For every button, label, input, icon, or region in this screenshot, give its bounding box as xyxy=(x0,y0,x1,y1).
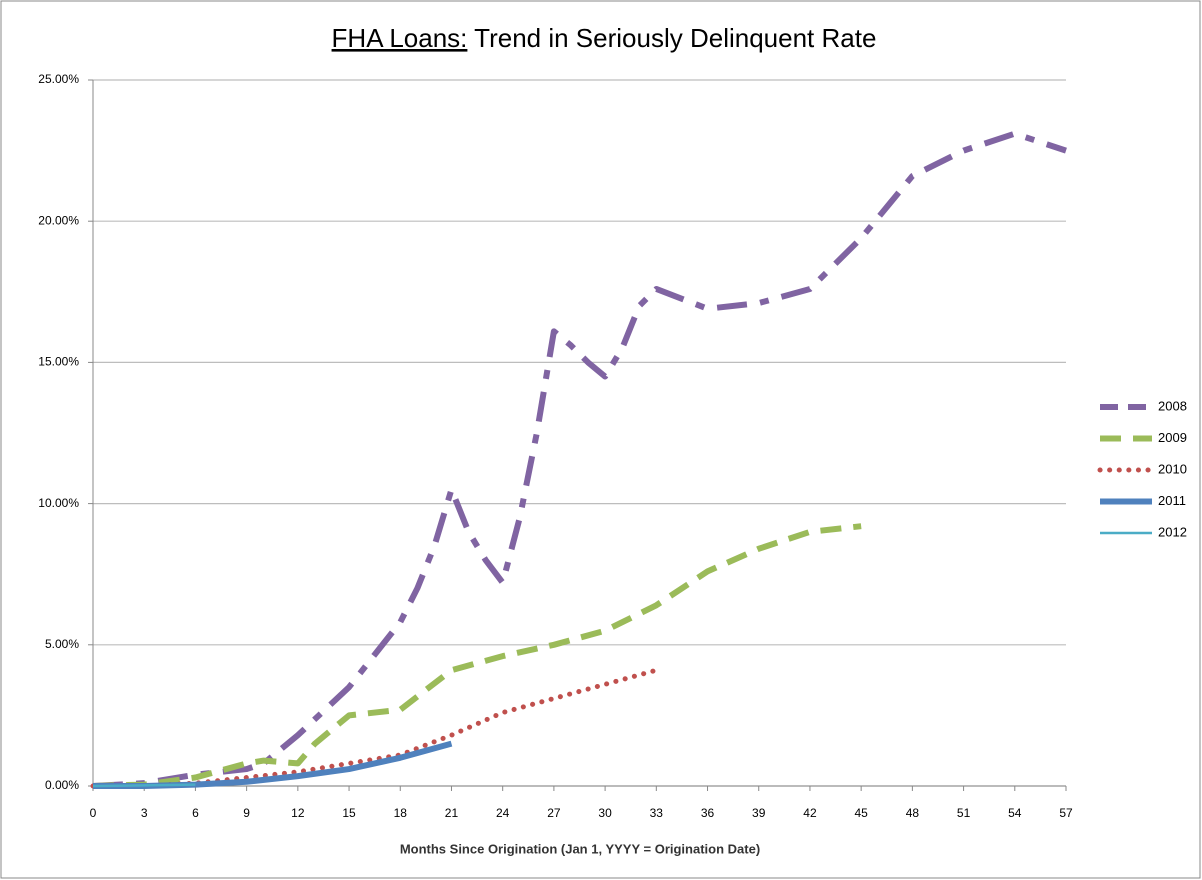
y-tick-label: 0.00% xyxy=(45,778,79,792)
x-tick-label: 54 xyxy=(1008,806,1022,820)
chart-title: FHA Loans: Trend in Seriously Delinquent… xyxy=(332,23,877,53)
x-tick-label: 51 xyxy=(957,806,971,820)
legend-label: 2010 xyxy=(1158,461,1187,476)
x-tick-label: 0 xyxy=(90,806,97,820)
x-axis-label: Months Since Origination (Jan 1, YYYY = … xyxy=(400,841,760,856)
x-tick-label: 57 xyxy=(1059,806,1073,820)
x-tick-label: 24 xyxy=(496,806,510,820)
y-tick-label: 10.00% xyxy=(38,496,79,510)
y-tick-label: 20.00% xyxy=(38,213,79,227)
x-tick-label: 27 xyxy=(547,806,561,820)
title-main: Trend in Seriously Delinquent Rate xyxy=(474,23,876,53)
x-tick-label: 3 xyxy=(141,806,148,820)
series-line xyxy=(92,783,196,788)
title-rest xyxy=(467,23,474,53)
x-tick-label: 30 xyxy=(598,806,612,820)
x-tick-label: 48 xyxy=(906,806,920,820)
x-tick-label: 6 xyxy=(192,806,199,820)
y-tick-label: 5.00% xyxy=(45,637,79,651)
x-tick-label: 12 xyxy=(291,806,305,820)
x-tick-label: 39 xyxy=(752,806,766,820)
legend-label: 2011 xyxy=(1158,493,1186,508)
title-underlined: FHA Loans: xyxy=(332,23,468,53)
legend-label: 2008 xyxy=(1158,398,1187,413)
y-tick-label: 25.00% xyxy=(38,72,79,86)
x-tick-label: 15 xyxy=(342,806,356,820)
x-tick-label: 9 xyxy=(243,806,250,820)
x-tick-label: 21 xyxy=(445,806,459,820)
x-tick-label: 42 xyxy=(803,806,817,820)
legend-label: 2012 xyxy=(1158,524,1187,539)
x-tick-label: 45 xyxy=(854,806,868,820)
x-tick-label: 33 xyxy=(650,806,664,820)
x-tick-label: 18 xyxy=(394,806,408,820)
x-tick-label: 36 xyxy=(701,806,715,820)
legend-label: 2009 xyxy=(1158,430,1187,445)
y-tick-label: 15.00% xyxy=(38,355,79,369)
series-line xyxy=(92,130,1067,789)
series-line xyxy=(92,523,862,789)
